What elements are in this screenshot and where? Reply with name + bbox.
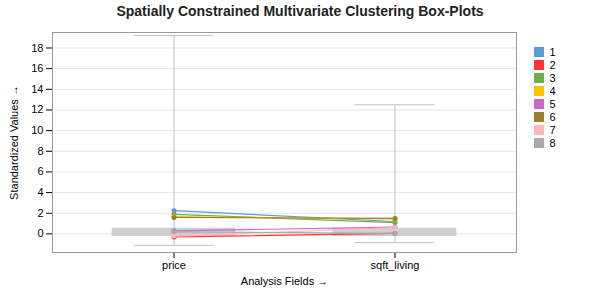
- svg-text:Standardized Values →: Standardized Values →: [8, 85, 20, 200]
- html-text:7: 7: [549, 124, 556, 136]
- svg-text:sqft_living: sqft_living: [371, 259, 420, 271]
- html-text:6: 6: [549, 111, 556, 123]
- html-text:2: 2: [549, 59, 556, 71]
- html-text:5: 5: [549, 98, 556, 110]
- svg-text:6: 6: [37, 165, 43, 177]
- svg-text:2: 2: [37, 207, 43, 219]
- html-text:Spatially Constrained Multivar: Spatially Constrained Multivariate Clust…: [116, 3, 484, 19]
- svg-text:14: 14: [31, 83, 43, 95]
- svg-text:price: price: [162, 259, 186, 271]
- svg-text:8: 8: [37, 145, 43, 157]
- html-text:4: 4: [549, 85, 556, 97]
- svg-text:16: 16: [31, 62, 43, 74]
- svg-text:12: 12: [31, 103, 43, 115]
- svg-text:10: 10: [31, 124, 43, 136]
- svg-text:0: 0: [37, 227, 43, 239]
- html-text:8: 8: [549, 137, 556, 149]
- html-text:1: 1: [549, 46, 556, 58]
- html-text:3: 3: [549, 72, 556, 84]
- svg-text:18: 18: [31, 42, 43, 54]
- svg-text:Analysis Fields →: Analysis Fields →: [241, 275, 328, 287]
- svg-text:4: 4: [37, 186, 43, 198]
